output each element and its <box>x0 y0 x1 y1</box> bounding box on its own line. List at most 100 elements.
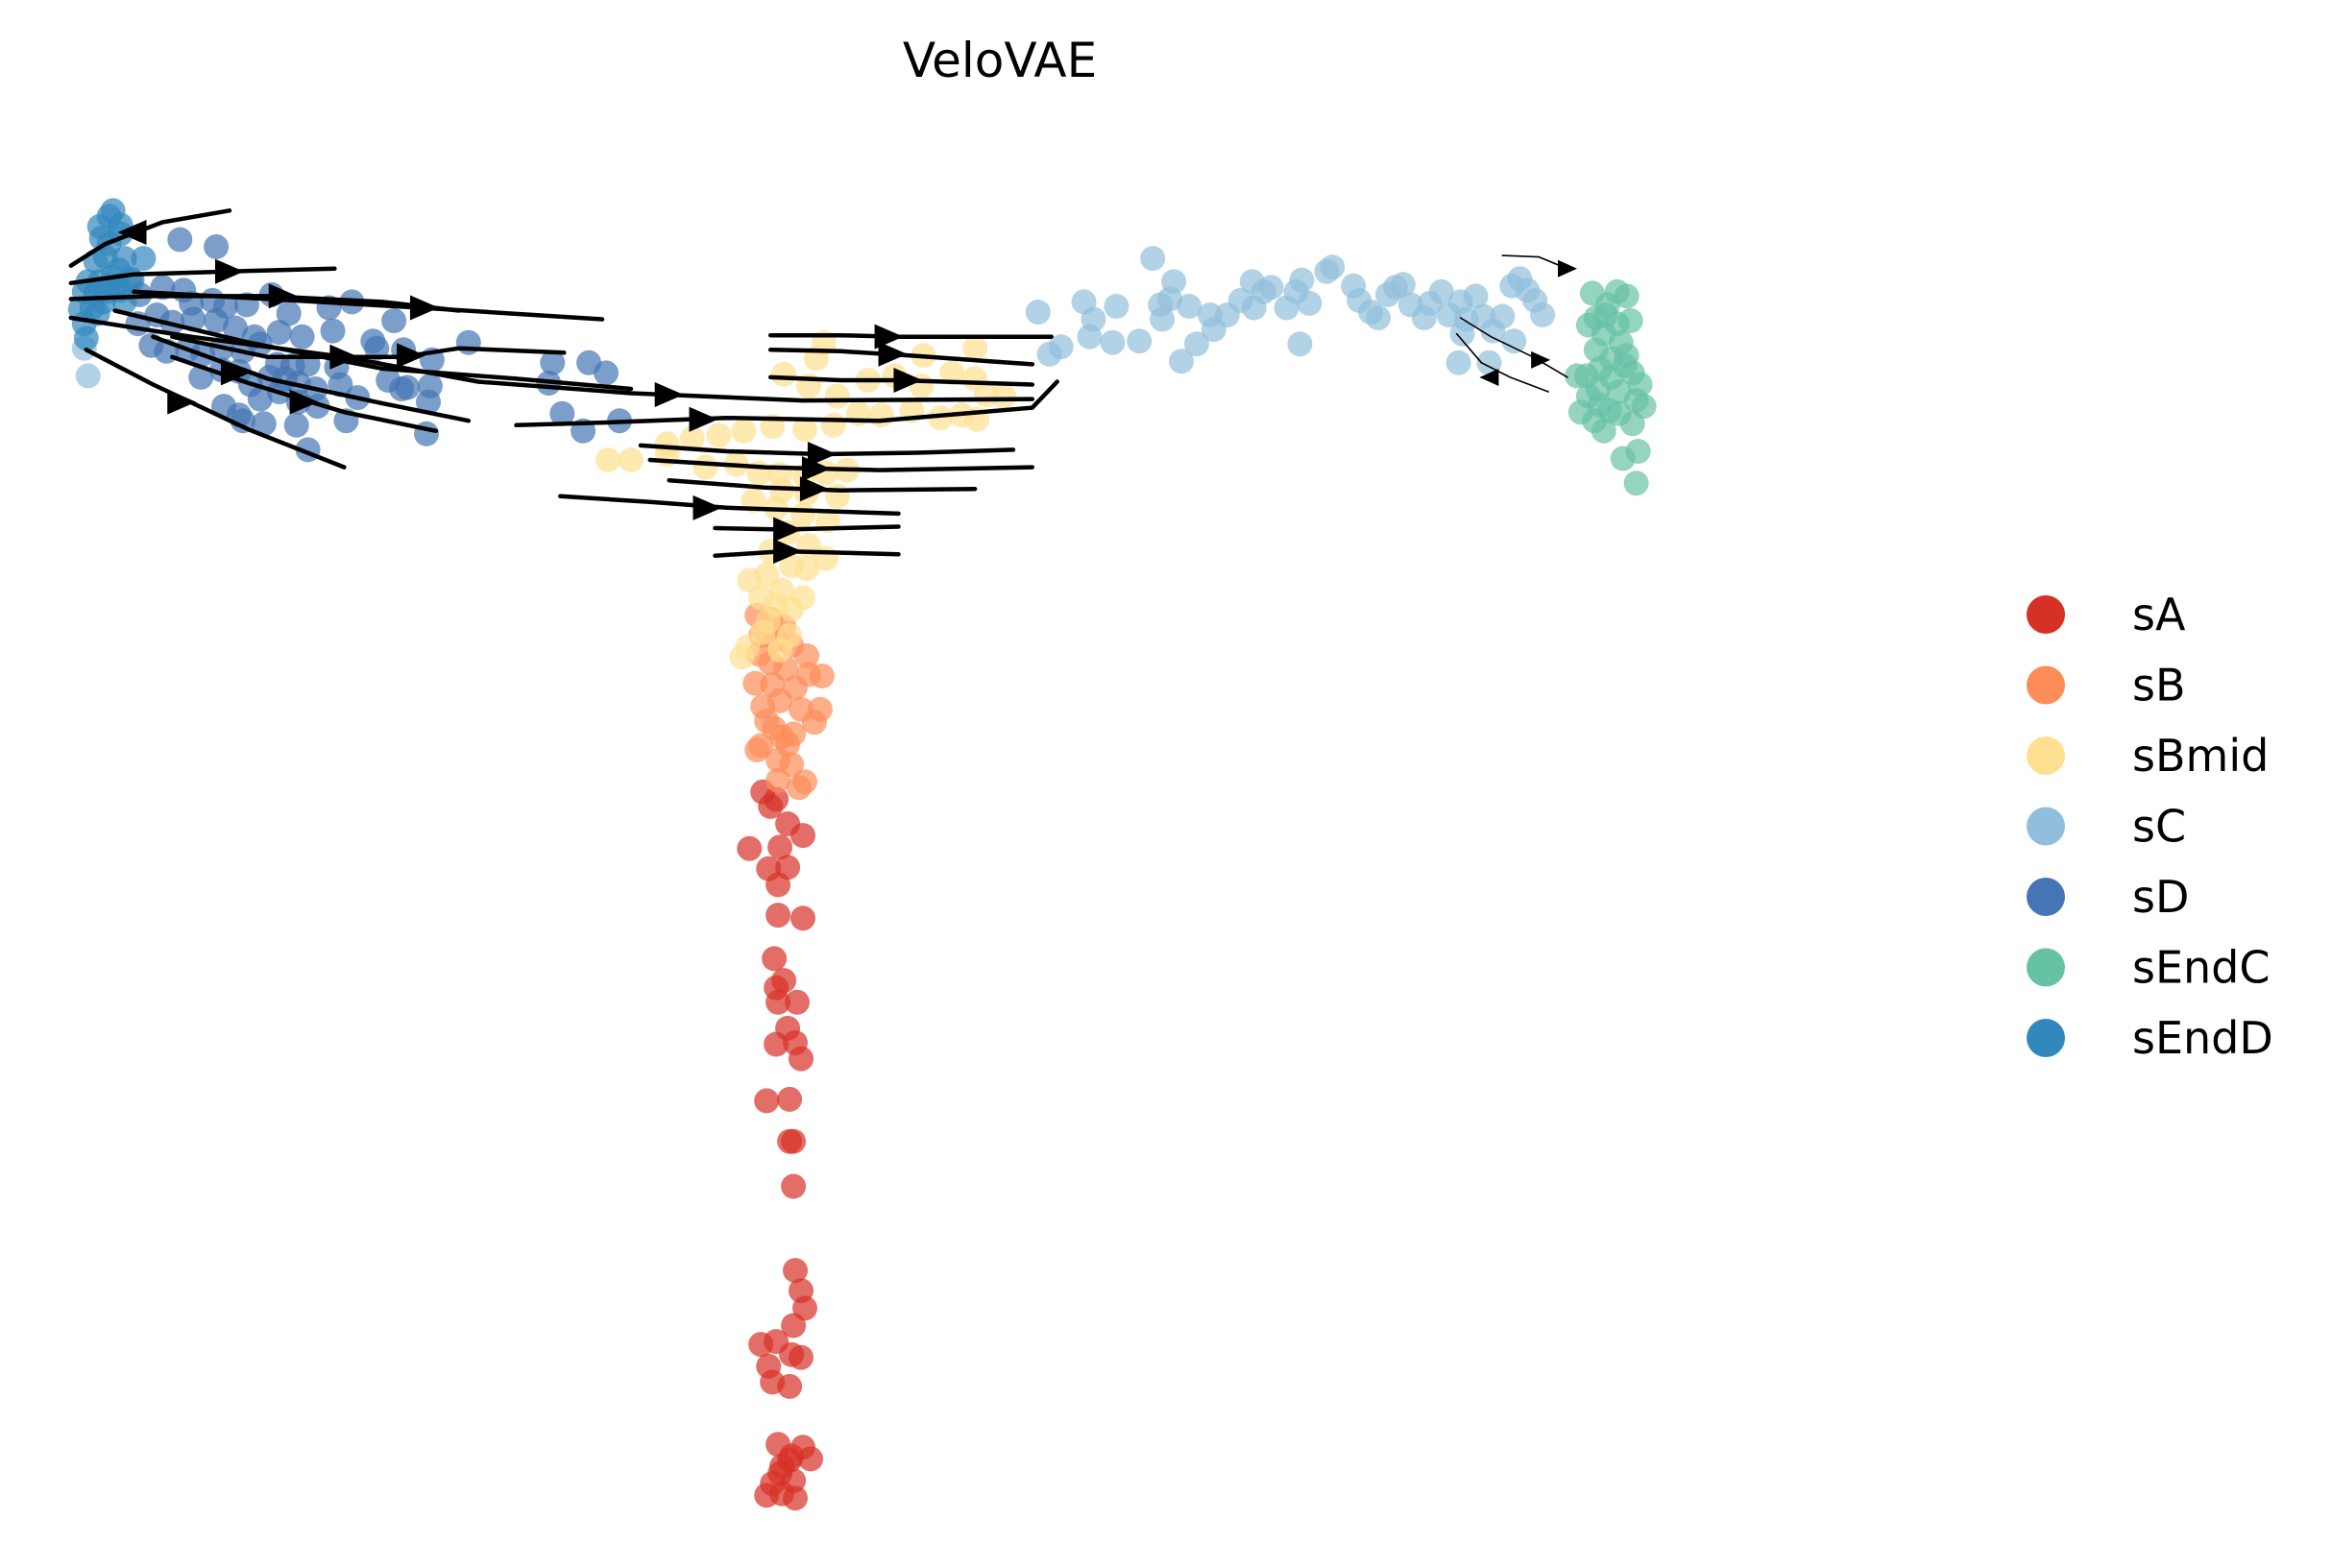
point-sC-56 <box>1140 246 1166 272</box>
legend-item-sB: sB <box>2027 660 2186 712</box>
streamline-10 <box>767 332 1054 339</box>
point-sEndC-28 <box>1619 411 1645 437</box>
streamline-arrow-3 <box>654 382 684 408</box>
point-sD-59 <box>247 386 273 412</box>
legend-marker-sEndC <box>2027 948 2065 987</box>
point-sBmid-41 <box>792 417 817 443</box>
point-sB-11 <box>809 663 835 688</box>
point-sBmid-33 <box>767 637 793 663</box>
point-sD-67 <box>283 412 309 438</box>
point-sBmid-46 <box>928 405 954 431</box>
legend-item-sA: sA <box>2027 589 2186 640</box>
point-sBmid-3 <box>692 454 718 480</box>
streamline-12 <box>767 374 1035 387</box>
point-sBmid-21 <box>794 556 819 582</box>
point-sEndC-34 <box>1614 283 1640 309</box>
point-sC-10 <box>1177 294 1202 319</box>
point-sC-3 <box>1104 294 1130 319</box>
legend-item-sEndC: sEndC <box>2027 942 2271 994</box>
point-sB-22 <box>801 710 827 736</box>
legend-marker-sBmid <box>2027 736 2065 775</box>
streamline-6 <box>151 334 472 423</box>
streamline-arrow-19 <box>773 539 803 565</box>
point-sC-19 <box>1258 275 1284 301</box>
legend-label-sEndC: sEndC <box>2132 942 2271 994</box>
point-sC-57 <box>1320 254 1346 280</box>
streamline-arrow-9 <box>117 219 147 245</box>
point-sD-64 <box>389 376 415 401</box>
streamline-arrow-1 <box>268 283 298 309</box>
point-sA-40 <box>798 1446 823 1472</box>
point-sBmid-35 <box>729 644 755 670</box>
point-sD-0 <box>167 227 193 253</box>
point-sC-40 <box>1463 283 1489 309</box>
streamline-8 <box>84 348 347 470</box>
point-sD-65 <box>416 389 441 415</box>
point-sC-49 <box>1501 328 1527 354</box>
streamline-arrow-21 <box>1531 350 1551 369</box>
streamline-21 <box>1459 317 1568 378</box>
point-sBmid-50 <box>991 383 1016 409</box>
streamline-arrow-22 <box>1479 368 1499 386</box>
point-sC-0 <box>1025 300 1051 325</box>
point-sA-33 <box>789 1344 814 1370</box>
streamline-17 <box>558 494 901 517</box>
streamline-arrows <box>68 208 1577 565</box>
point-sD-18 <box>204 308 230 333</box>
point-sD-22 <box>289 324 315 350</box>
point-sA-25 <box>781 1173 807 1199</box>
point-sA-6 <box>737 835 763 861</box>
streamline-arrow-6 <box>220 360 250 386</box>
legend: sA sB sBmid sC sD sEndC sEndD <box>2027 589 2273 1064</box>
point-sD-37 <box>364 335 390 361</box>
streamline-arrow-18 <box>773 517 803 543</box>
point-sBmid-58 <box>771 361 797 387</box>
point-sB-26 <box>744 737 770 762</box>
point-sC-32 <box>1390 272 1416 298</box>
streamline-arrow-2 <box>409 295 439 321</box>
point-sBmid-22 <box>813 545 838 571</box>
legend-label-sC: sC <box>2132 801 2186 853</box>
streamline-arrow-7 <box>289 389 319 415</box>
point-sBmid-44 <box>868 402 894 428</box>
legend-marker-sC <box>2027 807 2065 846</box>
point-sC-29 <box>1366 305 1391 330</box>
point-sA-36 <box>777 1373 803 1399</box>
point-sA-11 <box>765 903 791 929</box>
streamline-arrow-14 <box>807 441 837 467</box>
point-sBmid-37 <box>679 425 705 451</box>
point-sC-8 <box>1150 306 1176 332</box>
point-sD-70 <box>549 400 575 426</box>
point-sD-19 <box>223 315 248 341</box>
point-sBmid-36 <box>654 431 680 457</box>
streamline-arrow-10 <box>874 324 904 350</box>
point-sD-69 <box>230 408 255 434</box>
streamline-arrow-5 <box>397 343 426 369</box>
point-sD-40 <box>455 329 481 355</box>
streamline-arrow-8 <box>167 389 197 415</box>
streamline-18 <box>713 524 901 532</box>
point-sC-58 <box>1161 269 1187 295</box>
point-sEndC-20 <box>1565 363 1590 389</box>
legend-item-sC: sC <box>2027 801 2186 853</box>
point-sEndC-33 <box>1617 308 1643 333</box>
point-sD-68 <box>251 411 277 437</box>
point-sA-29 <box>781 1313 807 1339</box>
legend-item-sEndD: sEndD <box>2027 1012 2273 1064</box>
point-sC-13 <box>1183 331 1209 357</box>
streamline-20 <box>1501 254 1565 268</box>
point-sA-12 <box>762 946 788 972</box>
point-sBmid-52 <box>939 360 965 386</box>
streamline-0 <box>68 266 337 286</box>
point-sEndC-22 <box>1579 280 1605 306</box>
point-sBmid-38 <box>706 422 732 448</box>
point-sEndD-27 <box>96 204 122 229</box>
legend-marker-sEndD <box>2027 1019 2065 1057</box>
point-sA-48 <box>783 1485 808 1511</box>
point-sBmid-29 <box>779 596 805 622</box>
legend-item-sBmid: sBmid <box>2027 730 2269 782</box>
streamline-2 <box>132 289 605 322</box>
legend-label-sBmid: sBmid <box>2132 730 2269 782</box>
streamline-3 <box>68 315 1035 403</box>
streamline-arrow-16 <box>799 476 829 502</box>
